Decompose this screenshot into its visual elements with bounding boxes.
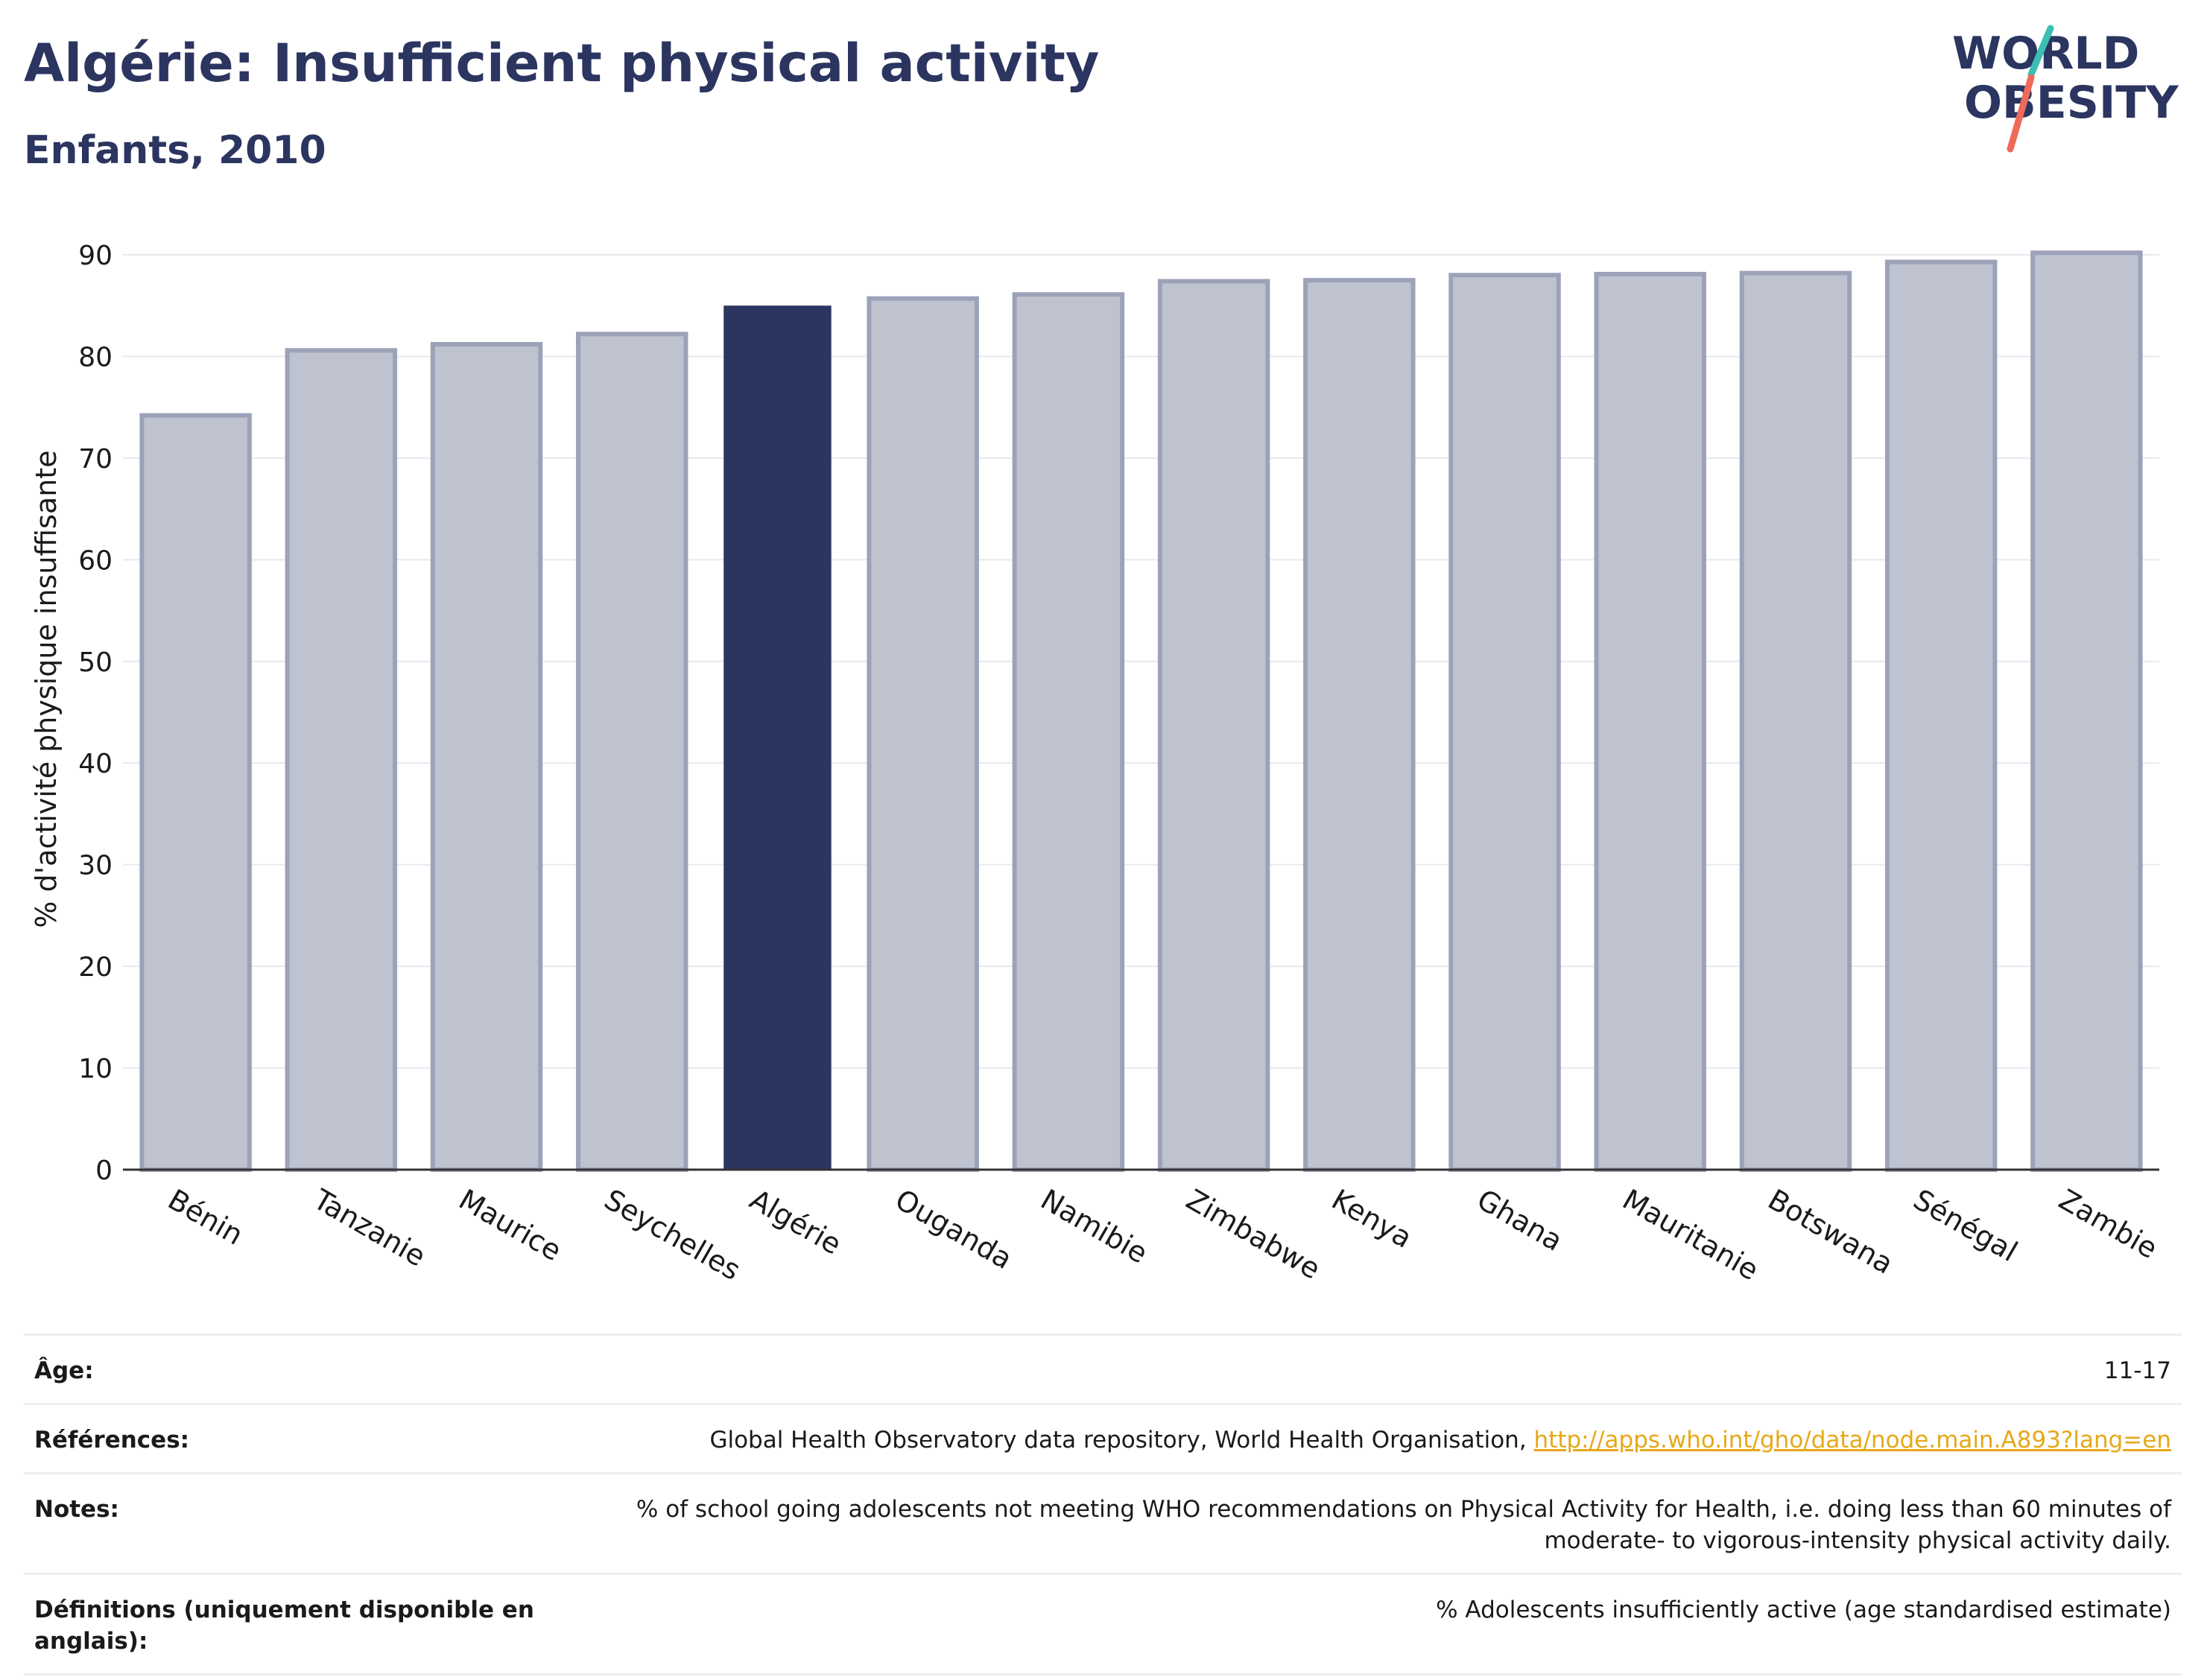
bars	[139, 250, 2143, 1173]
x-tick-label: Ghana	[1472, 1183, 1568, 1258]
bar-Zimbabwe	[1157, 279, 1270, 1172]
x-tick-label: Tanzanie	[307, 1182, 431, 1272]
y-axis-label: % d'activité physique insuffisante	[30, 450, 63, 928]
x-tick-label: Algérie	[744, 1183, 847, 1261]
bar-Sénégal	[1884, 259, 1998, 1172]
reference-link[interactable]: http://apps.who.int/gho/data/node.main.A…	[1533, 1427, 2171, 1454]
meta-label: Notes:	[34, 1496, 119, 1523]
bar-chart: 0 10 20 30 40 50 60 70 80 90 Bénin Tanzanie Maurice…	[78, 241, 2163, 1287]
meta-value: % Adolescents insufficiently active (age…	[1436, 1597, 2171, 1623]
y-tick-label: 50	[78, 647, 113, 678]
bar-Seychelles	[576, 332, 688, 1173]
page-title: Algérie: Insufficient physical activity	[24, 33, 1100, 94]
x-tick-label: Kenya	[1326, 1183, 1418, 1255]
meta-label: Âge:	[34, 1357, 94, 1384]
x-tick-label: Maurice	[454, 1183, 567, 1267]
meta-value: Global Health Observatory data repositor…	[709, 1424, 2171, 1456]
x-tick-label: Ouganda	[890, 1183, 1018, 1276]
y-tick-label: 0	[95, 1156, 113, 1186]
meta-value: % of school going adolescents not meetin…	[636, 1496, 2171, 1554]
page-subtitle: Enfants, 2010	[24, 128, 326, 173]
y-tick-label: 70	[78, 444, 113, 475]
logo-slash-coral	[2007, 74, 2035, 153]
logo-slash-teal	[2027, 25, 2054, 78]
reference-text: Global Health Observatory data repositor…	[709, 1427, 1534, 1454]
world-obesity-logo: WORLD OBESITY	[1952, 25, 2179, 153]
bar-Ouganda	[867, 296, 979, 1172]
meta-value: 11-17	[2103, 1357, 2171, 1384]
meta-row-notes: Notes: % of school going adolescents not…	[24, 1472, 2182, 1573]
bar-Mauritanie	[1594, 271, 1706, 1173]
x-tick-label: Zambie	[2053, 1183, 2163, 1265]
y-tick-label: 10	[78, 1054, 113, 1085]
bar-Zambie	[2030, 250, 2143, 1172]
bar-Kenya	[1303, 278, 1416, 1173]
logo-line2: OBESITY	[1964, 77, 2179, 129]
meta-row-age: Âge: 11-17	[24, 1334, 2182, 1403]
grid-lines	[123, 254, 2159, 1170]
x-tick-label: Zimbabwe	[1181, 1183, 1326, 1286]
bar-Ghana	[1448, 273, 1561, 1172]
bar-Maurice	[430, 342, 543, 1172]
bar-Namibie	[1012, 292, 1125, 1172]
x-tick-label: Botswana	[1762, 1183, 1899, 1281]
y-tick-label: 20	[78, 952, 113, 983]
x-tick-label: Seychelles	[599, 1183, 746, 1287]
y-tick-label: 80	[78, 342, 113, 373]
x-tick-label: Sénégal	[1908, 1183, 2023, 1269]
y-tick-label: 40	[78, 749, 113, 779]
meta-row-definitions: Définitions (uniquement disponible en an…	[24, 1573, 2182, 1676]
meta-label: Définitions (uniquement disponible en an…	[34, 1597, 534, 1655]
x-tick-label: Bénin	[162, 1183, 249, 1252]
bar-Botswana	[1739, 270, 1852, 1172]
bar-Algérie	[723, 305, 832, 1170]
meta-label: Références:	[34, 1427, 190, 1454]
y-tick-label: 60	[78, 545, 113, 576]
x-tick-label: Namibie	[1035, 1183, 1153, 1270]
x-tick-label: Mauritanie	[1617, 1183, 1764, 1287]
bar-Tanzanie	[285, 348, 398, 1172]
y-tick-labels: 0 10 20 30 40 50 60 70 80 90	[78, 241, 113, 1186]
y-tick-label: 30	[78, 851, 113, 881]
meta-row-references: Références: Global Health Observatory da…	[24, 1403, 2182, 1472]
y-tick-label: 90	[78, 241, 113, 271]
bar-Bénin	[139, 413, 252, 1172]
metadata-table: Âge: 11-17 Références: Global Health Obs…	[24, 1334, 2182, 1676]
